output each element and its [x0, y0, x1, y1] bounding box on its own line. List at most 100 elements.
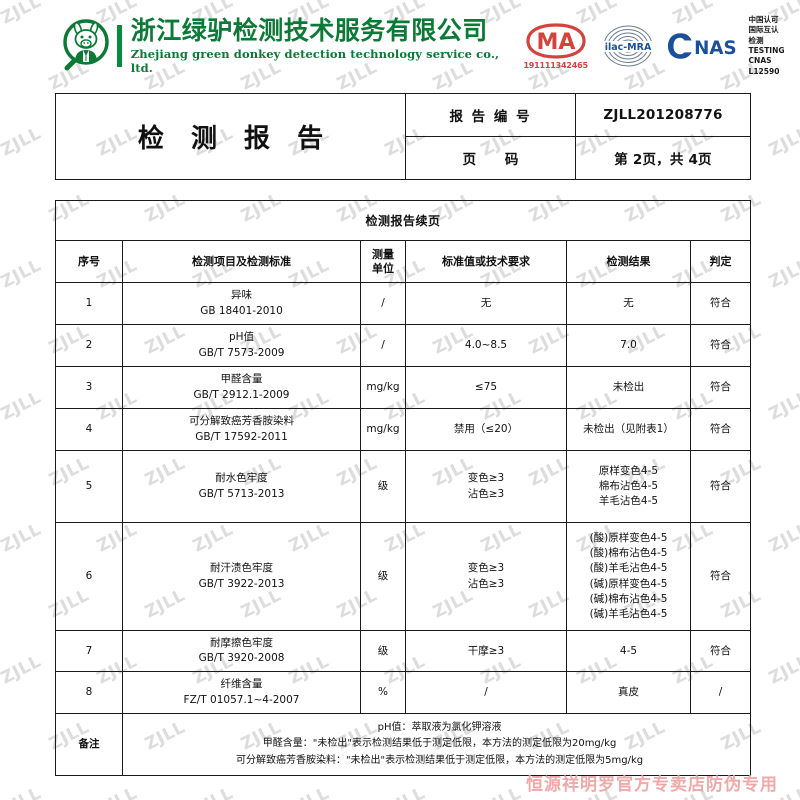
row-item-standard: GB/T 7573-2009 — [198, 346, 285, 359]
col-header-verdict: 判定 — [689, 240, 752, 283]
row-item-standard: GB/T 3922-2013 — [198, 577, 285, 590]
row-item-standard: GB 18401-2010 — [200, 304, 283, 317]
result-line: (碱)羊毛沾色4-5 — [589, 607, 668, 620]
row-result: 未检出（见附表1） — [566, 408, 691, 451]
svg-text:MA: MA — [536, 30, 575, 55]
row-unit: % — [360, 671, 406, 714]
continuation-title: 检测报告续页 — [54, 200, 752, 241]
brand-divider-bar — [117, 25, 122, 67]
row-verdict: 符合 — [689, 366, 752, 409]
company-name-cn: 浙江绿驴检测技术服务有限公司 — [130, 16, 488, 45]
row-no: 8 — [55, 671, 123, 714]
result-line: (酸)棉布沾色4-5 — [589, 547, 668, 560]
result-line: (酸)原样变色4-5 — [589, 531, 668, 544]
row-requirement: / — [405, 671, 567, 714]
remark-label: 备注 — [55, 712, 123, 777]
continuation-title-row: 检测报告续页 — [54, 200, 752, 241]
row-verdict: 符合 — [689, 282, 752, 325]
col-header-unit-line2: 单位 — [372, 261, 394, 275]
cnas-logo-icon: NAS — [667, 33, 736, 59]
row-item-name: 可分解致癌芳香胺染料 — [189, 415, 294, 428]
row-item: 耐汗渍色牢度 GB/T 3922-2013 — [122, 522, 361, 631]
title-row-report-no: 检 测 报 告 报 告 编 号 ZJLL201208776 — [55, 93, 751, 180]
cnas-line-2: 国际互认 — [748, 25, 779, 35]
col-header-unit: 测量 单位 — [360, 240, 406, 283]
page-header: 浙江绿驴检测技术服务有限公司 Zhejiang green donkey det… — [0, 10, 800, 82]
row-unit: / — [360, 324, 406, 367]
row-requirement: 干摩≥3 — [405, 629, 567, 673]
row-item-standard: GB/T 2912.1-2009 — [193, 388, 290, 401]
row-verdict: 符合 — [689, 522, 752, 631]
row-item-name: 异味 — [231, 289, 252, 302]
row-requirement: 4.0~8.5 — [405, 324, 567, 367]
row-requirement: 变色≥3 沾色≥3 — [405, 450, 567, 523]
page-number-label: 页 码 — [405, 136, 576, 180]
remark-row: 备注 pH值：萃取液为氯化钾溶液 甲醛含量："未检出"表示检测结果低于测定低限，… — [55, 712, 752, 777]
cnas-line-1: 中国认可 — [748, 14, 779, 24]
row-item-name: 甲醛含量 — [220, 373, 263, 386]
row-no: 5 — [55, 450, 123, 523]
report-title-table: 检 测 报 告 报 告 编 号 ZJLL201208776 页 码 第 2页，共… — [55, 93, 751, 180]
row-result: 真皮 — [566, 671, 691, 714]
cnas-line-3: 检测 — [748, 35, 764, 45]
row-unit: 级 — [360, 522, 406, 631]
table-row: 3 甲醛含量 GB/T 2912.1-2009 mg/kg ≤75 未检出 符合 — [55, 366, 752, 409]
test-results-table: 检测报告续页 序号 检测项目及检测标准 测量 单位 标准值或技术要求 检测结果 … — [54, 200, 752, 777]
cma-mark-icon: MA — [526, 23, 586, 59]
ilac-mra-mark: ilac-MRA — [602, 24, 654, 68]
ilac-mra-icon: ilac-MRA — [602, 25, 653, 67]
col-header-no: 序号 — [55, 240, 123, 283]
row-item-standard: GB/T 17592-2011 — [195, 430, 288, 443]
row-requirement: ≤75 — [405, 366, 567, 409]
row-verdict: 符合 — [689, 450, 752, 523]
row-verdict: / — [689, 671, 752, 714]
requirement-line: 变色≥3 — [467, 562, 505, 575]
row-result: 未检出 — [566, 366, 691, 409]
row-item-standard: GB/T 5713-2013 — [198, 487, 285, 500]
row-unit: mg/kg — [360, 366, 406, 409]
row-result: 4-5 — [566, 629, 691, 673]
row-no: 3 — [55, 366, 123, 409]
row-item: 纤维含量 FZ/T 01057.1~4-2007 — [122, 671, 361, 714]
row-item-name: 纤维含量 — [220, 678, 263, 691]
company-names: 浙江绿驴检测技术服务有限公司 Zhejiang green donkey det… — [130, 16, 506, 76]
result-line: 羊毛沾色4-5 — [598, 495, 659, 508]
svg-text:ilac-MRA: ilac-MRA — [605, 42, 652, 53]
row-no: 2 — [55, 324, 123, 367]
row-item: 可分解致癌芳香胺染料 GB/T 17592-2011 — [122, 408, 361, 451]
cnas-accreditation-text: 中国认可 国际互认 检测 TESTING CNAS L12590 — [749, 15, 800, 77]
page-number-value: 第 2页，共 4页 — [575, 136, 751, 180]
row-result: (酸)原样变色4-5 (酸)棉布沾色4-5 (酸)羊毛沾色4-5 (碱)原样变色… — [566, 522, 691, 631]
row-result: 无 — [566, 282, 691, 325]
row-item-name: 耐摩擦色牢度 — [210, 637, 273, 649]
requirement-line: 沾色≥3 — [467, 487, 505, 500]
row-requirement: 无 — [405, 282, 567, 325]
company-logo-block: 浙江绿驴检测技术服务有限公司 Zhejiang green donkey det… — [55, 17, 505, 75]
col-header-unit-line1: 测量 — [372, 247, 394, 261]
remark-body: pH值：萃取液为氯化钾溶液 甲醛含量："未检出"表示检测结果低于测定低限，本方法… — [121, 712, 752, 777]
table-row: 6 耐汗渍色牢度 GB/T 3922-2013 级 变色≥3 沾色≥3 (酸)原… — [55, 522, 752, 631]
table-row: 7 耐摩擦色牢度 GB/T 3920-2008 级 干摩≥3 4-5 符合 — [55, 629, 752, 673]
table-row: 5 耐水色牢度 GB/T 5713-2013 级 变色≥3 沾色≥3 原样变色4… — [55, 450, 752, 523]
result-line: 原样变色4-5 — [598, 464, 659, 477]
col-header-item: 检测项目及检测标准 — [122, 240, 361, 283]
row-no: 7 — [55, 629, 123, 673]
table-row: 8 纤维含量 FZ/T 01057.1~4-2007 % / 真皮 / — [55, 671, 752, 714]
row-no: 4 — [55, 408, 123, 451]
row-item: 耐摩擦色牢度 GB/T 3920-2008 — [122, 629, 361, 673]
col-header-result: 检测结果 — [566, 240, 691, 283]
result-line: (酸)羊毛沾色4-5 — [589, 562, 668, 575]
title-row-page: 页 码 第 2页，共 4页 — [56, 136, 751, 180]
cma-mark: MA 191111342465 — [523, 22, 588, 70]
row-item-standard: GB/T 3920-2008 — [198, 652, 285, 665]
report-no-value: ZJLL201208776 — [575, 93, 751, 137]
row-item-name: pH值 — [228, 331, 255, 344]
requirement-line: 沾色≥3 — [467, 577, 505, 590]
cnas-line-5: CNAS L12590 — [748, 56, 780, 76]
row-item-name: 耐汗渍色牢度 — [210, 562, 273, 575]
result-line: (碱)原样变色4-5 — [589, 577, 668, 590]
row-unit: 级 — [360, 629, 406, 673]
row-item: pH值 GB/T 7573-2009 — [122, 324, 361, 367]
remark-line: 可分解致癌芳香胺染料："未检出"表示检测结果低于测定低限，本方法的测定低限为5m… — [235, 754, 644, 766]
